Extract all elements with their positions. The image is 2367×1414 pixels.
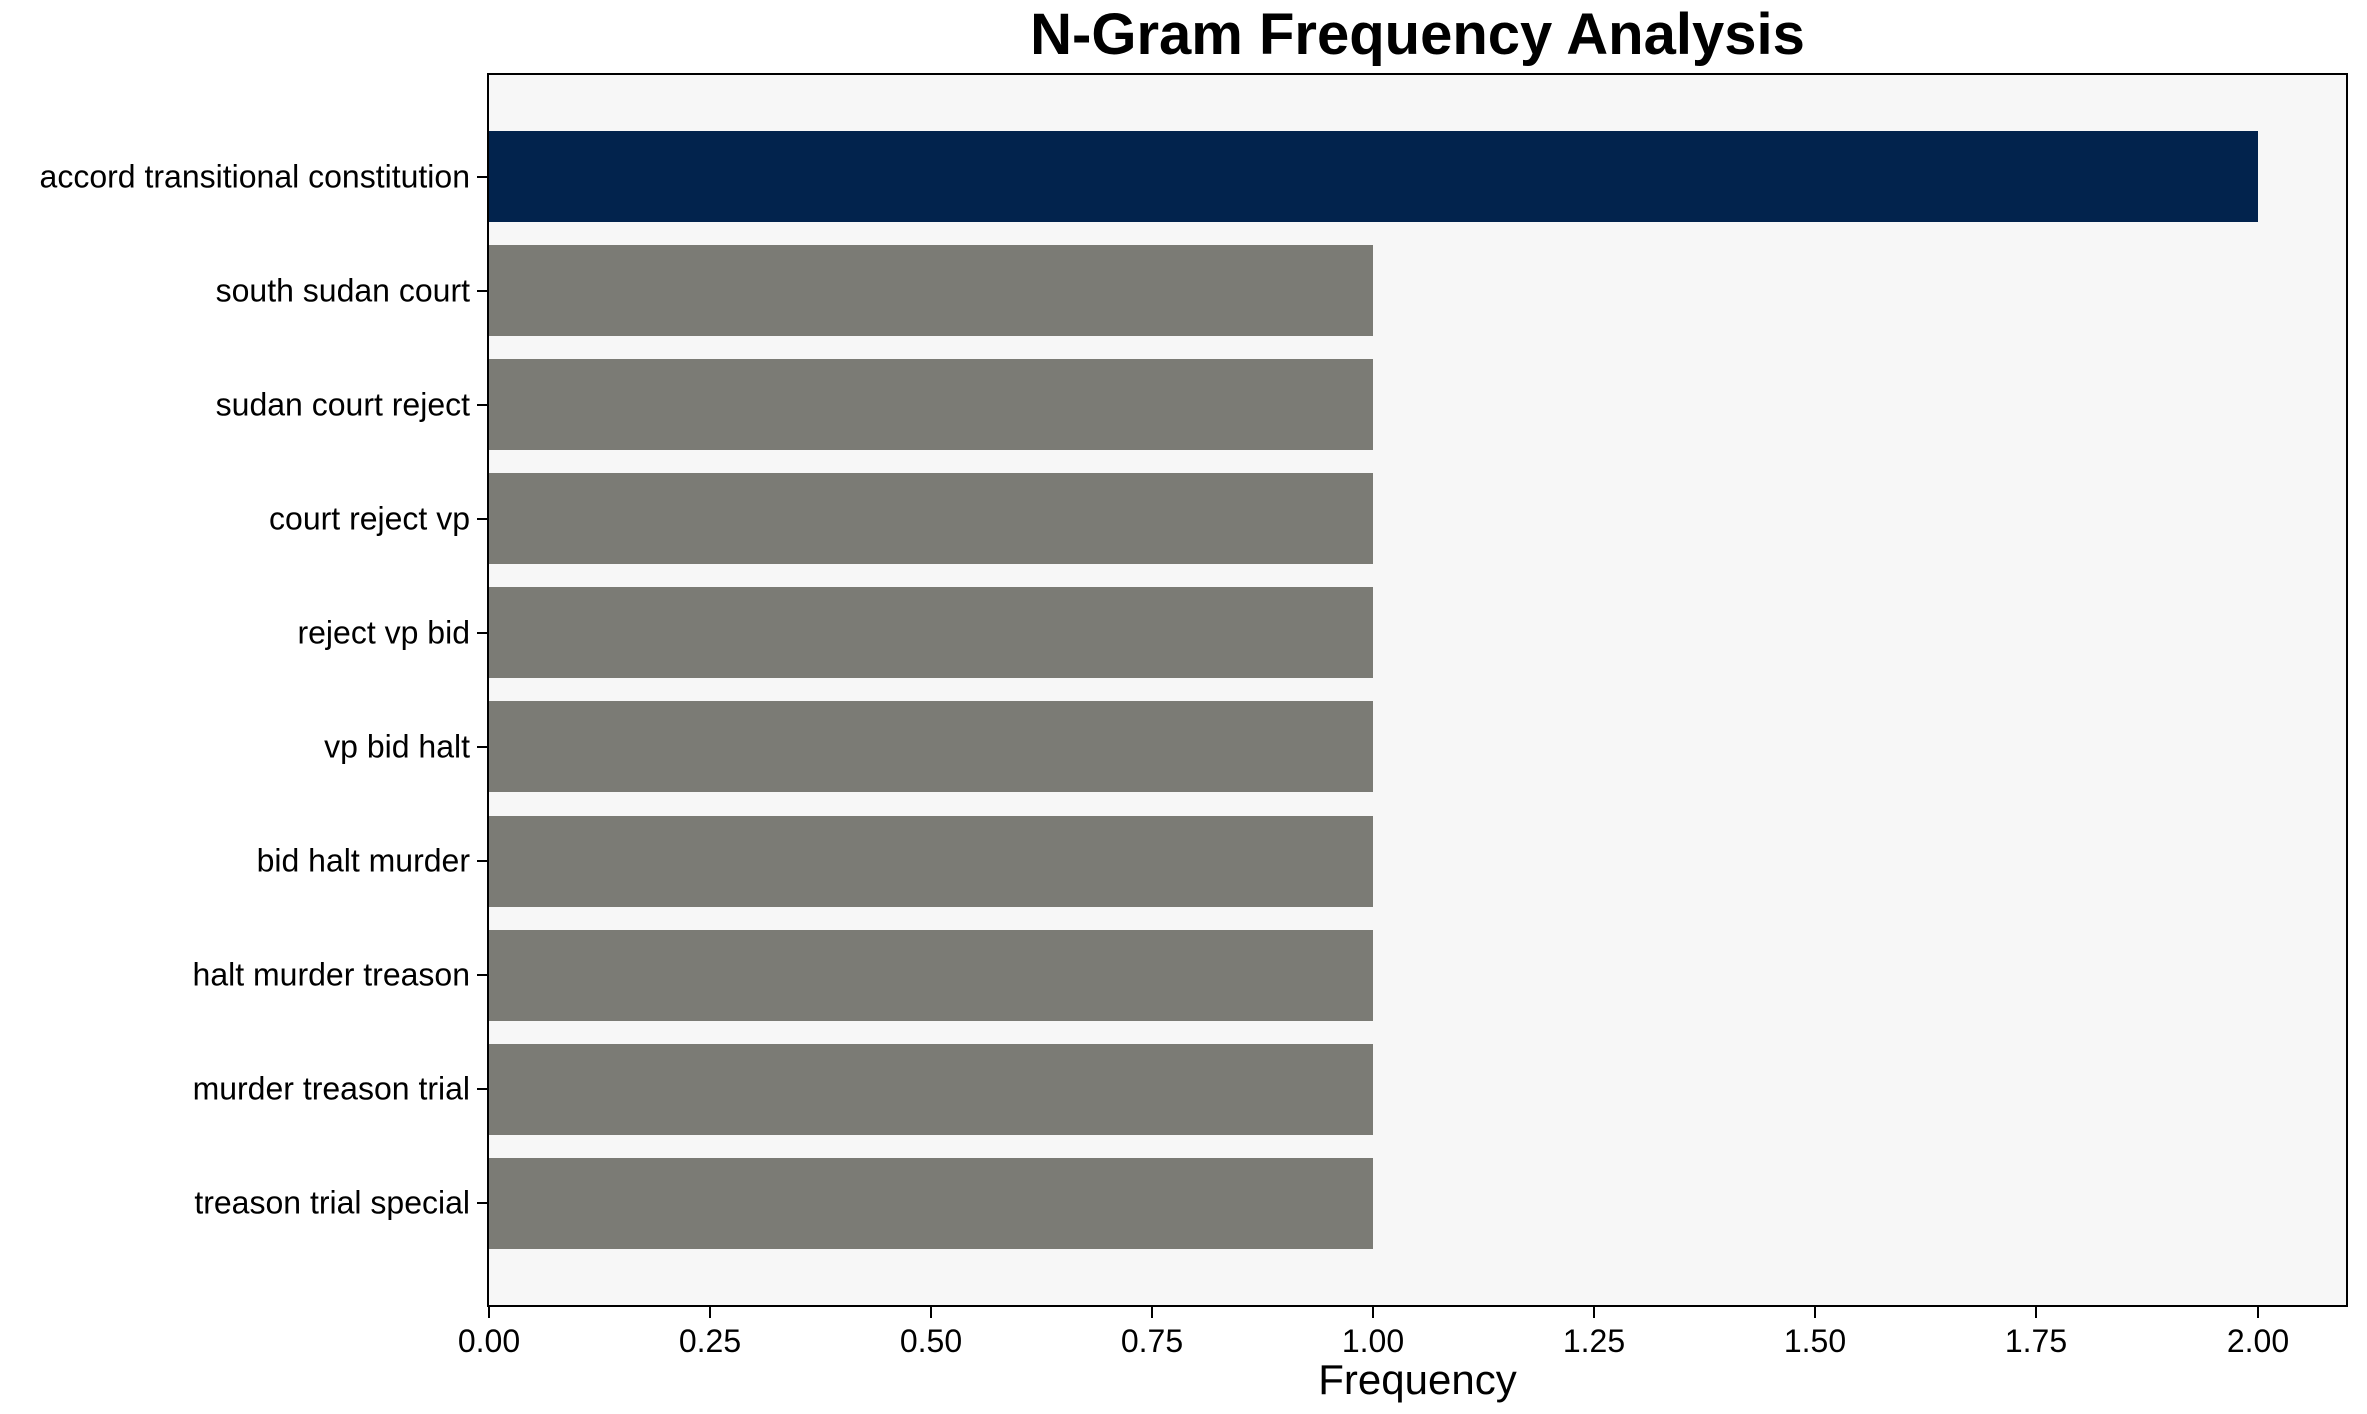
x-tick-label: 1.00 — [1341, 1323, 1405, 1359]
y-tick-mark — [477, 1202, 487, 1204]
x-axis-label: Frequency — [1318, 1356, 1517, 1403]
y-tick-label: halt murder treason — [192, 956, 470, 993]
x-tick-label: 0.75 — [1120, 1323, 1184, 1359]
x-tick-mark — [1593, 1307, 1595, 1318]
x-tick-label: 1.75 — [2004, 1323, 2068, 1359]
x-tick-mark — [930, 1307, 932, 1318]
y-tick-label: vp bid halt — [324, 728, 470, 765]
y-tick-mark — [477, 290, 487, 292]
bar — [489, 359, 1374, 450]
y-tick-mark — [477, 746, 487, 748]
plot-area — [487, 73, 2348, 1307]
x-tick-label: 0.50 — [899, 1323, 963, 1359]
x-tick-mark — [1151, 1307, 1153, 1318]
x-tick-mark — [488, 1307, 490, 1318]
y-tick-mark — [477, 860, 487, 862]
y-tick-label: sudan court reject — [215, 386, 470, 423]
chart-title: N-Gram Frequency Analysis — [1030, 2, 1805, 67]
y-tick-mark — [477, 176, 487, 178]
bar — [489, 245, 1374, 336]
bar — [489, 1158, 1374, 1249]
bar — [489, 816, 1374, 907]
y-tick-label: court reject vp — [269, 500, 470, 537]
y-tick-mark — [477, 518, 487, 520]
bar — [489, 473, 1374, 564]
y-tick-mark — [477, 404, 487, 406]
x-tick-mark — [2257, 1307, 2259, 1318]
y-tick-label: bid halt murder — [256, 842, 470, 879]
x-tick-label: 0.00 — [457, 1323, 521, 1359]
bar — [489, 930, 1374, 1021]
y-tick-label: accord transitional constitution — [39, 158, 470, 195]
y-tick-mark — [477, 974, 487, 976]
x-tick-mark — [709, 1307, 711, 1318]
x-tick-label: 0.25 — [678, 1323, 742, 1359]
x-tick-mark — [2035, 1307, 2037, 1318]
x-tick-mark — [1372, 1307, 1374, 1318]
bar — [489, 701, 1374, 792]
y-tick-label: treason trial special — [194, 1184, 470, 1221]
y-tick-label: reject vp bid — [297, 614, 470, 651]
bar — [489, 587, 1374, 678]
y-tick-mark — [477, 632, 487, 634]
bar — [489, 1044, 1374, 1135]
x-tick-label: 1.25 — [1562, 1323, 1626, 1359]
x-tick-mark — [1814, 1307, 1816, 1318]
y-tick-label: murder treason trial — [192, 1070, 470, 1107]
bar — [489, 131, 2258, 222]
x-tick-label: 2.00 — [2226, 1323, 2290, 1359]
x-tick-label: 1.50 — [1783, 1323, 1847, 1359]
y-tick-label: south sudan court — [215, 272, 470, 309]
y-tick-mark — [477, 1088, 487, 1090]
